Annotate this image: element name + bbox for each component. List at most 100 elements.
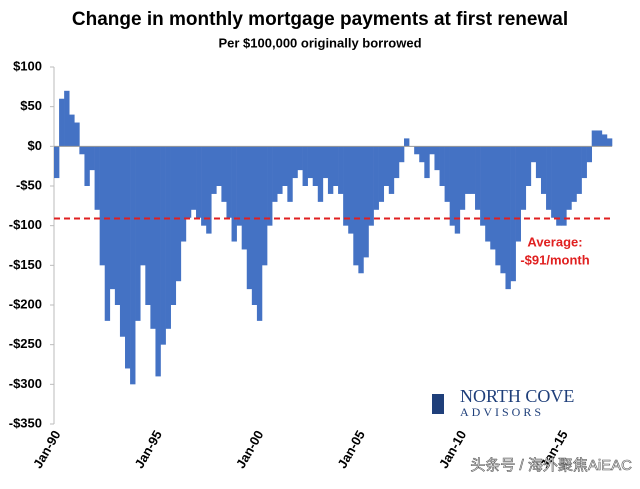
bar (551, 146, 557, 218)
bar (338, 146, 344, 194)
bar (480, 146, 486, 226)
bar (231, 146, 237, 242)
bar (119, 146, 126, 337)
bar (424, 146, 430, 179)
bar (135, 146, 141, 321)
bar (388, 146, 395, 194)
bar (378, 146, 385, 202)
bar (591, 130, 598, 147)
bar (510, 146, 516, 282)
logo-sub: ADVISORS (460, 405, 544, 419)
bar (373, 146, 379, 210)
bar (125, 146, 131, 369)
bar (576, 146, 582, 194)
bar (282, 146, 288, 186)
chart-title: Change in monthly mortgage payments at f… (72, 9, 568, 30)
bar (358, 146, 364, 274)
bar (530, 146, 537, 163)
bar (383, 146, 390, 186)
bar (393, 146, 400, 179)
y-tick-label: -$200 (9, 296, 42, 311)
bar (419, 146, 425, 163)
bar (469, 146, 476, 194)
bar (196, 146, 202, 218)
bar (606, 138, 613, 147)
bar (109, 146, 116, 290)
bar (302, 146, 308, 186)
bar (170, 146, 177, 305)
bar (267, 146, 273, 226)
bar (449, 146, 456, 226)
y-tick-label: -$50 (16, 177, 42, 192)
bar (94, 146, 100, 210)
bar (287, 146, 293, 202)
bar (59, 98, 65, 147)
bar (317, 146, 324, 202)
bar (99, 146, 106, 266)
bar (368, 146, 374, 226)
bar (404, 138, 410, 147)
bar (211, 146, 217, 194)
bar (251, 146, 258, 305)
bar (581, 146, 587, 179)
bar (292, 146, 298, 179)
bar (272, 146, 278, 202)
bar (444, 146, 450, 202)
bar (561, 146, 567, 226)
bar (464, 146, 471, 194)
bar (180, 146, 187, 242)
bar (454, 146, 461, 234)
bar (74, 122, 80, 147)
average-label: Average: (527, 234, 582, 249)
bar (322, 146, 329, 179)
bar (297, 146, 303, 171)
bar (206, 146, 212, 234)
bar (556, 146, 562, 226)
bar (363, 146, 369, 258)
bar (155, 146, 161, 377)
bar (185, 146, 192, 218)
bar (495, 146, 501, 266)
bar (312, 146, 319, 186)
bar (84, 146, 90, 186)
y-tick-label: $0 (28, 138, 42, 153)
bar (277, 146, 283, 194)
bar (535, 146, 542, 179)
bar (434, 146, 440, 171)
bar (439, 146, 445, 186)
bar (520, 146, 527, 210)
bar (150, 146, 156, 329)
bar (160, 146, 166, 345)
y-tick-label: -$100 (9, 217, 42, 232)
logo-name: NORTH COVE (460, 386, 574, 406)
bar (216, 146, 222, 186)
bar (490, 146, 496, 250)
y-tick-label: -$350 (9, 415, 42, 430)
bar (221, 146, 227, 202)
y-tick-label: -$300 (9, 376, 42, 391)
bar (485, 146, 491, 242)
bar (236, 146, 242, 226)
bar (540, 146, 547, 194)
bar (327, 146, 334, 194)
bar (175, 146, 182, 282)
chart-subtitle: Per $100,000 originally borrowed (218, 35, 421, 50)
y-tick-label: $100 (13, 58, 42, 73)
watermark: 头条号 / 海外聚焦AiEAC (470, 457, 632, 474)
bar (596, 130, 603, 147)
bar (414, 146, 420, 155)
bar (256, 146, 263, 321)
bar (353, 146, 359, 266)
bar (566, 146, 572, 210)
bar (54, 146, 60, 179)
logo: NORTH COVE ADVISORS (432, 386, 574, 419)
bar (459, 146, 466, 210)
bar (343, 146, 349, 226)
bar (398, 146, 405, 163)
bar (130, 146, 136, 385)
bar (104, 146, 111, 321)
bar (241, 146, 248, 250)
bar (525, 146, 532, 186)
bar (515, 146, 521, 242)
bar (79, 146, 85, 155)
